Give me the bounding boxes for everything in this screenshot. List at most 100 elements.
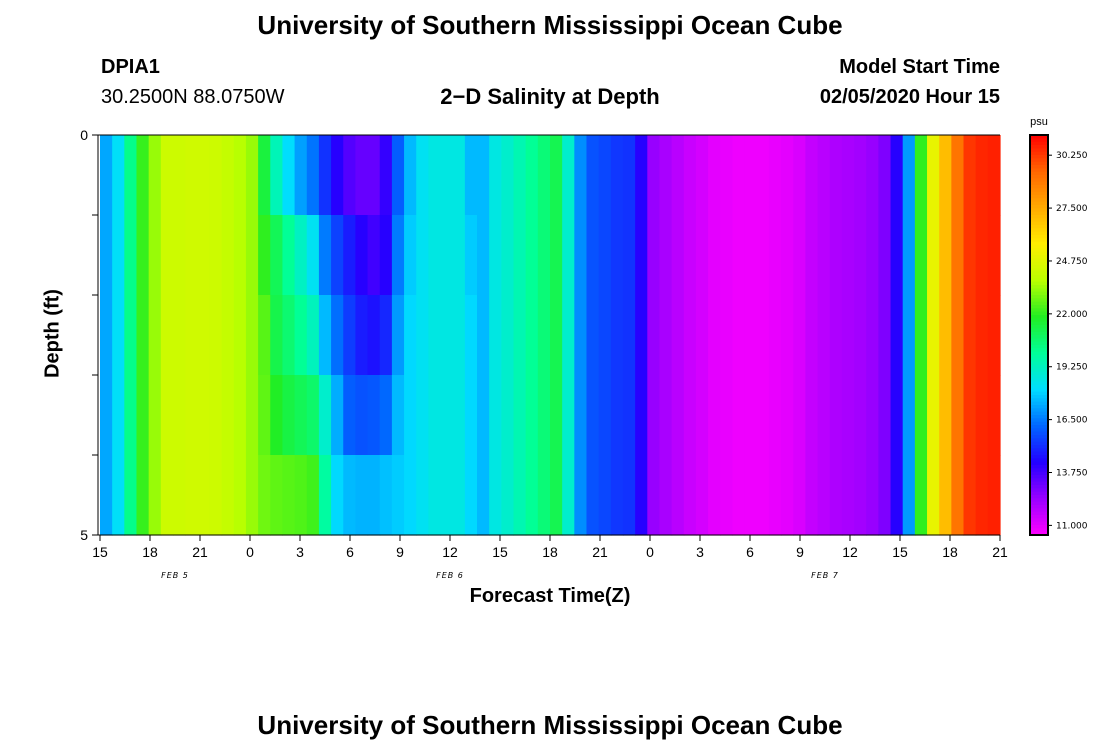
heatmap-cell bbox=[294, 135, 308, 216]
x-tick-label: 18 bbox=[542, 544, 558, 560]
heatmap-cell bbox=[671, 375, 685, 456]
colorbar-segment bbox=[1030, 371, 1048, 376]
heatmap-cell bbox=[537, 295, 551, 376]
heatmap-cell bbox=[343, 455, 356, 536]
heatmap-cell bbox=[635, 135, 648, 216]
heatmap-cell bbox=[927, 455, 940, 536]
heatmap-cell bbox=[622, 135, 636, 216]
heatmap-cell bbox=[939, 295, 952, 376]
heatmap-cell bbox=[477, 375, 490, 456]
x-tick-label: 18 bbox=[142, 544, 158, 560]
heatmap-cell bbox=[817, 455, 831, 536]
colorbar-segment bbox=[1030, 368, 1048, 373]
heatmap-cell bbox=[927, 215, 940, 296]
heatmap-cell bbox=[963, 135, 977, 216]
heatmap-cell bbox=[221, 455, 235, 536]
date-label: FEB 6 bbox=[436, 571, 464, 580]
colorbar-segment bbox=[1030, 505, 1048, 509]
y-tick-label: 5 bbox=[80, 527, 88, 543]
colorbar-segment bbox=[1030, 161, 1048, 166]
heatmap-cell bbox=[258, 455, 271, 536]
heatmap-cell bbox=[550, 375, 563, 456]
heatmap-cell bbox=[720, 455, 734, 536]
x-tick-label: 12 bbox=[442, 544, 458, 560]
heatmap-cell bbox=[562, 215, 575, 296]
heatmap-cell bbox=[489, 215, 502, 296]
heatmap-cell bbox=[622, 375, 636, 456]
heatmap-cell bbox=[428, 455, 442, 536]
x-tick-label: 0 bbox=[646, 544, 654, 560]
heatmap-cell bbox=[927, 295, 940, 376]
colorbar-segment bbox=[1030, 485, 1048, 489]
heatmap-cell bbox=[379, 295, 393, 376]
colorbar-segment bbox=[1030, 148, 1048, 153]
heatmap-cell bbox=[331, 375, 344, 456]
colorbar-tick-label: 30.250 bbox=[1056, 151, 1088, 161]
colorbar-segment bbox=[1030, 528, 1048, 533]
colorbar-segment bbox=[1030, 158, 1048, 163]
heatmap-cell bbox=[708, 455, 721, 536]
colorbar-segment bbox=[1030, 351, 1048, 356]
heatmap-cell bbox=[550, 455, 563, 536]
heatmap-cell bbox=[744, 135, 758, 216]
heatmap-cell bbox=[756, 135, 770, 216]
colorbar-segment bbox=[1030, 338, 1048, 343]
heatmap-cell bbox=[282, 135, 296, 216]
heatmap-cell bbox=[160, 375, 174, 456]
heatmap-cell bbox=[124, 455, 138, 536]
x-axis-label: Forecast Time(Z) bbox=[469, 585, 631, 607]
heatmap-cell bbox=[391, 215, 405, 296]
heatmap-cell bbox=[854, 295, 867, 376]
heatmap-cell bbox=[987, 215, 1001, 296]
heatmap-cell bbox=[768, 135, 782, 216]
heatmap-cell bbox=[233, 375, 247, 456]
heatmap-cell bbox=[695, 455, 709, 536]
heatmap-cell bbox=[902, 455, 916, 536]
heatmap-cell bbox=[878, 375, 892, 456]
colorbar-segment bbox=[1030, 378, 1048, 383]
x-tick-label: 15 bbox=[892, 544, 908, 560]
heatmap-cell bbox=[452, 135, 466, 216]
colorbar-segment bbox=[1030, 388, 1048, 393]
heatmap-cell bbox=[756, 375, 770, 456]
heatmap-cell bbox=[975, 135, 989, 216]
heatmap-cell bbox=[513, 375, 527, 456]
heatmap-cell bbox=[331, 215, 344, 296]
heatmap-cell bbox=[914, 295, 928, 376]
colorbar-tick-label: 24.750 bbox=[1056, 257, 1088, 267]
heatmap-cell bbox=[878, 295, 892, 376]
colorbar-segment bbox=[1030, 418, 1048, 423]
heatmap-cell bbox=[355, 375, 369, 456]
colorbar-segment bbox=[1030, 425, 1048, 429]
heatmap-cell bbox=[841, 215, 855, 296]
colorbar-segment bbox=[1030, 428, 1048, 433]
heatmap-cell bbox=[391, 135, 405, 216]
heatmap-cell bbox=[318, 215, 332, 296]
heatmap-cell bbox=[209, 455, 223, 536]
model-start-value: 02/05/2020 Hour 15 bbox=[819, 86, 1000, 108]
heatmap-cell bbox=[708, 215, 721, 296]
heatmap-cell bbox=[452, 375, 466, 456]
heatmap-cell bbox=[148, 135, 162, 216]
colorbar-segment bbox=[1030, 168, 1048, 173]
heatmap-cell bbox=[501, 455, 515, 536]
heatmap-cell bbox=[197, 295, 211, 376]
heatmap-cell bbox=[683, 215, 697, 296]
heatmap-cell bbox=[975, 295, 989, 376]
heatmap-cell bbox=[160, 295, 174, 376]
heatmap-cell bbox=[112, 135, 125, 216]
heatmap-cell bbox=[647, 375, 661, 456]
footer-title: University of Southern Mississippi Ocean… bbox=[257, 710, 843, 740]
heatmap-cell bbox=[939, 215, 952, 296]
heatmap-cell bbox=[829, 375, 843, 456]
heatmap-cell bbox=[258, 215, 271, 296]
heatmap-cell bbox=[878, 215, 892, 296]
heatmap-cell bbox=[404, 215, 417, 296]
heatmap-cell bbox=[501, 135, 515, 216]
heatmap-cell bbox=[732, 455, 746, 536]
heatmap-cell bbox=[270, 295, 284, 376]
colorbar-segment bbox=[1030, 515, 1048, 519]
colorbar-tick-label: 16.500 bbox=[1056, 416, 1088, 426]
colorbar-segment bbox=[1030, 291, 1048, 296]
colorbar-segment bbox=[1030, 265, 1048, 269]
